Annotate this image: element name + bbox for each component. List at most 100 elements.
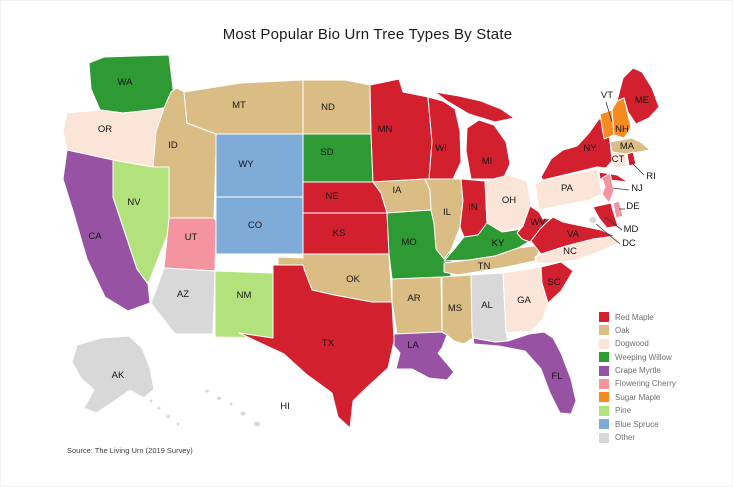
- state-label-VA: VA: [567, 229, 580, 240]
- state-label-NJ: NJ: [631, 183, 643, 194]
- state-label-KS: KS: [333, 228, 346, 239]
- state-AK: [71, 335, 181, 427]
- state-label-OK: OK: [346, 274, 360, 285]
- state-label-NC: NC: [563, 246, 577, 257]
- state-label-ID: ID: [168, 140, 178, 151]
- state-NE: [302, 181, 388, 214]
- legend-label: Pine: [615, 406, 632, 416]
- leader-line-VT: [605, 101, 613, 123]
- state-label-AK: AK: [112, 370, 125, 381]
- legend-label: Oak: [615, 325, 630, 335]
- legend-swatch: [599, 432, 609, 443]
- state-LA: [393, 331, 455, 381]
- legend-label: Sugar Maple: [615, 392, 661, 402]
- legend-swatch: [599, 338, 609, 349]
- state-label-MA: MA: [620, 141, 635, 152]
- legend-label: Crape Myrtle: [615, 366, 661, 376]
- state-label-AR: AR: [407, 293, 420, 304]
- legend-item: Red Maple: [599, 312, 676, 322]
- state-label-CA: CA: [88, 231, 102, 242]
- state-label-SC: SC: [547, 277, 560, 288]
- state-label-KY: KY: [492, 238, 505, 249]
- legend-label: Blue Spruce: [615, 419, 659, 429]
- source-note: Source: The Living Urn (2019 Survey): [67, 446, 193, 455]
- state-label-AL: AL: [481, 300, 493, 311]
- state-WY: [215, 133, 304, 198]
- legend-item: Crape Myrtle: [599, 365, 676, 376]
- state-label-WV: WV: [530, 217, 546, 228]
- state-CT: [611, 151, 628, 169]
- state-label-FL: FL: [551, 371, 562, 382]
- state-label-CT: CT: [612, 154, 625, 165]
- state-label-TN: TN: [478, 261, 491, 272]
- state-label-ND: ND: [321, 102, 335, 113]
- state-label-LA: LA: [407, 340, 419, 351]
- state-label-MT: MT: [232, 100, 246, 111]
- legend-label: Flowering Cherry: [615, 379, 676, 389]
- state-label-NM: NM: [237, 290, 252, 301]
- legend-swatch: [599, 352, 609, 363]
- state-WV: [516, 205, 552, 243]
- state-DC: [588, 216, 598, 224]
- legend-label: Other: [615, 433, 636, 443]
- state-label-DE: DE: [626, 201, 639, 212]
- state-label-NE: NE: [325, 191, 338, 202]
- state-DE: [612, 200, 624, 219]
- state-TN: [443, 244, 542, 276]
- state-NH: [611, 97, 632, 139]
- legend-label: Weeping Willow: [615, 352, 672, 362]
- state-label-HI: HI: [280, 401, 290, 412]
- leader-line-NJ: [612, 187, 630, 191]
- state-label-AZ: AZ: [177, 289, 189, 300]
- legend-swatch: [599, 419, 609, 430]
- state-NM: [214, 270, 274, 339]
- legend: Red Maple Oak Dogwood Weeping Willow Crape M…: [599, 312, 676, 446]
- legend-item: Dogwood: [599, 338, 676, 349]
- legend-swatch: [599, 325, 609, 336]
- legend-item: Flowering Cherry: [599, 378, 676, 389]
- leader-line-DC: [595, 223, 621, 245]
- state-label-ME: ME: [635, 95, 649, 106]
- state-label-IA: IA: [393, 185, 403, 196]
- state-label-IN: IN: [468, 202, 478, 213]
- state-label-IL: IL: [443, 207, 451, 218]
- legend-item: Blue Spruce: [599, 419, 676, 430]
- state-label-TX: TX: [322, 338, 335, 349]
- state-label-VT: VT: [601, 90, 613, 101]
- legend-item: Other: [599, 432, 676, 443]
- state-label-MN: MN: [378, 124, 393, 135]
- legend-swatch: [599, 365, 609, 376]
- legend-item: Oak: [599, 325, 676, 336]
- legend-swatch: [599, 312, 609, 322]
- state-label-WA: WA: [118, 77, 134, 88]
- state-label-MD: MD: [624, 224, 639, 235]
- state-label-WY: WY: [238, 159, 254, 170]
- state-label-SD: SD: [320, 147, 333, 158]
- state-WI: [427, 96, 462, 180]
- chart-title: Most Popular Bio Urn Tree Types By State: [222, 26, 513, 43]
- leader-line-MD: [604, 216, 623, 231]
- legend-swatch: [599, 392, 609, 403]
- state-label-MO: MO: [401, 237, 416, 248]
- state-label-WI: WI: [435, 143, 447, 154]
- state-label-MS: MS: [448, 303, 462, 314]
- legend-label: Dogwood: [615, 339, 649, 349]
- state-RI: [626, 151, 637, 167]
- state-label-NH: NH: [615, 124, 629, 135]
- state-ND: [302, 79, 372, 135]
- state-label-NY: NY: [583, 143, 597, 154]
- state-AR: [391, 276, 443, 335]
- state-label-UT: UT: [185, 232, 198, 243]
- state-TX: [238, 264, 395, 429]
- state-FL: [472, 331, 577, 415]
- state-MI: [434, 91, 515, 180]
- state-NV: [112, 159, 170, 285]
- state-KS: [302, 212, 390, 255]
- state-label-PA: PA: [561, 183, 574, 194]
- legend-item: Pine: [599, 405, 676, 416]
- state-label-OR: OR: [98, 124, 112, 135]
- legend-item: Weeping Willow: [599, 352, 676, 363]
- state-SD: [302, 133, 374, 183]
